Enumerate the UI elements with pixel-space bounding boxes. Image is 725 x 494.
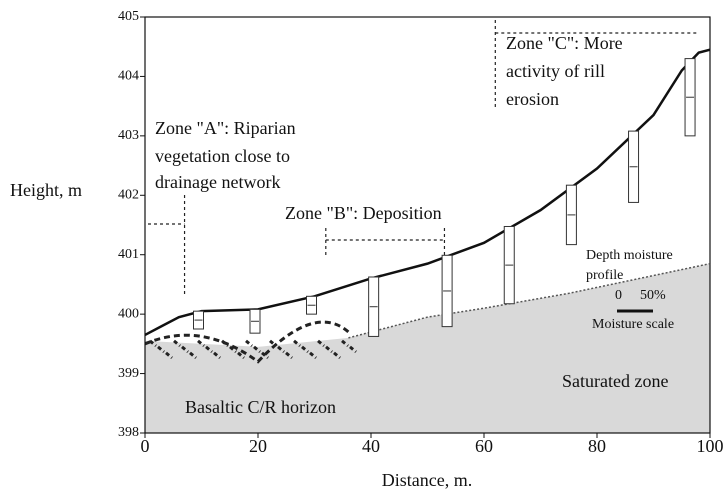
basalt-hatch xyxy=(309,351,317,360)
basalt-hatch xyxy=(349,345,357,354)
annotation: Zone "B": Deposition xyxy=(285,203,442,223)
y-tick-label: 405 xyxy=(118,9,139,24)
basalt-hatch xyxy=(317,339,325,348)
basalt-hatch xyxy=(197,339,205,348)
basalt-hatch xyxy=(189,351,197,360)
y-tick-label: 404 xyxy=(118,69,139,84)
basalt-hatch xyxy=(181,345,189,354)
x-tick-label: 40 xyxy=(362,436,380,456)
y-tick-label: 403 xyxy=(118,128,139,143)
basalt-hatch xyxy=(269,339,277,348)
annotation: drainage network xyxy=(155,172,280,192)
basalt-hatch xyxy=(149,339,157,348)
annotation: activity of rill xyxy=(506,61,605,81)
annotation: profile xyxy=(586,268,623,283)
plot-frame xyxy=(144,16,711,434)
basalt-hatch xyxy=(261,351,269,360)
y-tick-label: 399 xyxy=(118,366,139,381)
y-tick-label: 398 xyxy=(118,425,139,440)
basalt-hatch xyxy=(253,345,261,354)
y-tick-label: 400 xyxy=(118,306,139,321)
saturated-zone xyxy=(145,263,710,433)
annotation: Basaltic C/R horizon xyxy=(185,397,336,417)
basalt-hatch xyxy=(341,339,349,348)
basalt-hatch xyxy=(285,351,293,360)
basalt-hatch xyxy=(301,345,309,354)
x-tick-label: 20 xyxy=(249,436,267,456)
basalt-hatch xyxy=(333,351,341,360)
basalt-hatch xyxy=(237,351,245,360)
x-tick-label: 80 xyxy=(588,436,606,456)
y-tick-label: 402 xyxy=(118,188,139,203)
annotation: 0 xyxy=(615,288,622,303)
basalt-hatch xyxy=(173,339,181,348)
basalt-line xyxy=(144,320,350,364)
y-tick-label: 401 xyxy=(118,247,139,262)
annotation: Saturated zone xyxy=(562,371,668,391)
basalt-hatch xyxy=(213,351,221,360)
basalt-hatch xyxy=(245,339,253,348)
basalt-hatch xyxy=(293,339,301,348)
annotation: erosion xyxy=(506,89,559,109)
basalt-hatch xyxy=(205,345,213,354)
annotation: 50% xyxy=(640,288,666,303)
annotation: Zone "C": More xyxy=(506,33,623,53)
annotation: Moisture scale xyxy=(592,317,674,332)
annotation: Depth moisture xyxy=(586,248,673,263)
x-axis-label: Distance, m. xyxy=(382,470,472,490)
ground-surface xyxy=(144,48,711,337)
water-table xyxy=(348,262,711,339)
basalt-hatch xyxy=(277,345,285,354)
basalt-hatch xyxy=(325,345,333,354)
x-tick-label: 0 xyxy=(141,436,150,456)
basalt-hatch xyxy=(165,351,173,360)
y-axis-label: Height, m xyxy=(10,180,82,200)
annotation: Zone "A": Riparian xyxy=(155,118,296,138)
x-tick-label: 60 xyxy=(475,436,493,456)
basalt-hatch xyxy=(157,345,165,354)
x-tick-label: 100 xyxy=(697,436,724,456)
annotation: vegetation close to xyxy=(155,146,290,166)
basalt-hatch xyxy=(229,345,237,354)
